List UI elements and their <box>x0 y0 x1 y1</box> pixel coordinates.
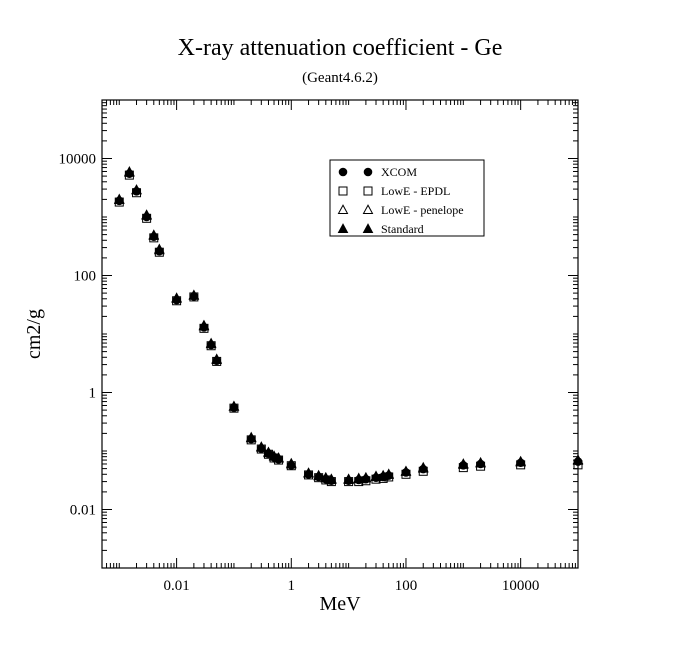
data-point-standard <box>303 467 314 478</box>
chart-subtitle: (Geant4.6.2) <box>302 70 378 86</box>
legend-marker-lowe-penelope <box>337 204 349 214</box>
data-point-standard <box>188 289 200 300</box>
data-point-standard <box>383 468 395 479</box>
axis-ticks: 0.01 1 100 10000 0.01 1 100 10000 <box>59 99 579 594</box>
data-point-standard <box>148 229 160 240</box>
data-point-standard <box>515 455 526 466</box>
data-point-standard <box>360 471 372 482</box>
data-point-standard <box>263 446 274 457</box>
data-point-standard <box>417 461 429 472</box>
legend: XCOM LowE - EPDL LowE - penelope Standard <box>329 159 485 237</box>
data-point-standard <box>205 337 217 348</box>
legend-marker-standard <box>362 223 374 233</box>
data-point-standard <box>326 473 337 484</box>
legend-label-lowe-epdl: LowE - EPDL <box>381 184 450 198</box>
data-point-standard <box>154 243 165 254</box>
y-tick-label: 10000 <box>59 152 97 168</box>
plot-frame <box>101 99 579 569</box>
x-tick-label: 0.01 <box>163 578 189 594</box>
x-axis-label: MeV <box>319 593 361 615</box>
data-point-standard <box>273 452 284 462</box>
data-point-standard <box>475 456 486 467</box>
data-point-standard <box>457 458 469 468</box>
data-point-standard <box>245 431 257 442</box>
legend-marker-xcom <box>338 167 348 177</box>
legend-label-lowe-penelope: LowE - penelope <box>381 203 464 217</box>
x-tick-label: 100 <box>395 578 418 594</box>
data-point-standard <box>255 441 267 452</box>
data-point-standard <box>343 473 354 484</box>
y-tick-label: 0.01 <box>70 503 96 519</box>
legend-label-standard: Standard <box>381 222 424 236</box>
chart-title: X-ray attenuation coefficient - Ge <box>178 35 503 61</box>
y-axis-label: cm2/g <box>23 309 45 359</box>
data-point-standard <box>353 472 365 483</box>
data-point-standard <box>228 400 240 411</box>
data-point-standard <box>124 166 135 176</box>
data-point-standard <box>211 353 223 364</box>
x-tick-label: 10000 <box>502 578 540 594</box>
data-point-standard <box>171 292 182 303</box>
data-point-standard <box>131 184 142 194</box>
data-point-standard <box>370 470 382 481</box>
legend-marker-lowe-epdl <box>338 186 348 196</box>
data-point-standard <box>320 471 332 482</box>
legend-box <box>329 159 485 237</box>
legend-marker-xcom <box>363 167 373 177</box>
data-point-standard <box>113 193 125 204</box>
data-point-standard <box>285 457 297 468</box>
y-tick-label: 1 <box>89 386 97 402</box>
x-tick-label: 1 <box>288 578 296 594</box>
data-point-standard <box>313 469 324 480</box>
legend-marker-lowe-epdl <box>363 186 373 196</box>
legend-label-xcom: XCOM <box>381 165 417 179</box>
legend-marker-lowe-penelope <box>362 204 374 214</box>
y-tick-label: 100 <box>74 269 97 285</box>
data-point-standard <box>141 209 152 220</box>
data-point-standard <box>400 465 412 476</box>
data-point-standard <box>198 319 210 330</box>
legend-marker-standard <box>337 223 349 233</box>
